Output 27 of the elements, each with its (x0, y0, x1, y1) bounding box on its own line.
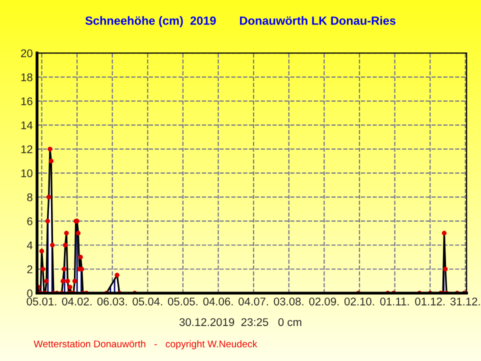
x-tick-label: 31.12. (450, 298, 480, 306)
x-tick-label: 06.03. (97, 298, 127, 306)
x-tick-label: 05.04. (132, 298, 162, 306)
text: Wetterstation Donauwörth - copyright W.Neudeck (34, 340, 258, 350)
x-tick-label: 05.01. (26, 298, 56, 306)
y-tick-label: 12 (21, 145, 32, 154)
chart-title: Schneehöhe (cm) 2019 Donauwörth LK Donau-Ries (85, 16, 396, 28)
x-tick-label: 04.07. (238, 298, 268, 306)
y-tick-label: 0 (27, 289, 32, 298)
text: 30.12.2019 23:25 0 cm (179, 318, 302, 326)
x-tick-label: 04.02. (62, 298, 92, 306)
y-tick-label: 2 (27, 265, 32, 274)
y-tick-label: 10 (21, 169, 32, 178)
y-tick-label: 16 (21, 97, 32, 106)
x-tick-label: 04.06. (203, 298, 233, 306)
x-tick-label: 01.12. (415, 298, 445, 306)
x-tick-label: 02.09. (309, 298, 339, 306)
x-tick-label: 02.10. (344, 298, 374, 306)
x-tick-label: 05.05. (168, 298, 198, 306)
y-tick-label: 20 (21, 49, 32, 58)
y-tick-label: 6 (27, 217, 32, 226)
x-tick-label: 03.08. (274, 298, 304, 306)
x-tick-label: 01.11. (380, 298, 409, 306)
y-tick-label: 18 (21, 73, 32, 82)
y-tick-label: 4 (26, 242, 33, 250)
y-tick-label: 8 (27, 193, 32, 202)
y-tick-label: 14 (21, 121, 33, 130)
